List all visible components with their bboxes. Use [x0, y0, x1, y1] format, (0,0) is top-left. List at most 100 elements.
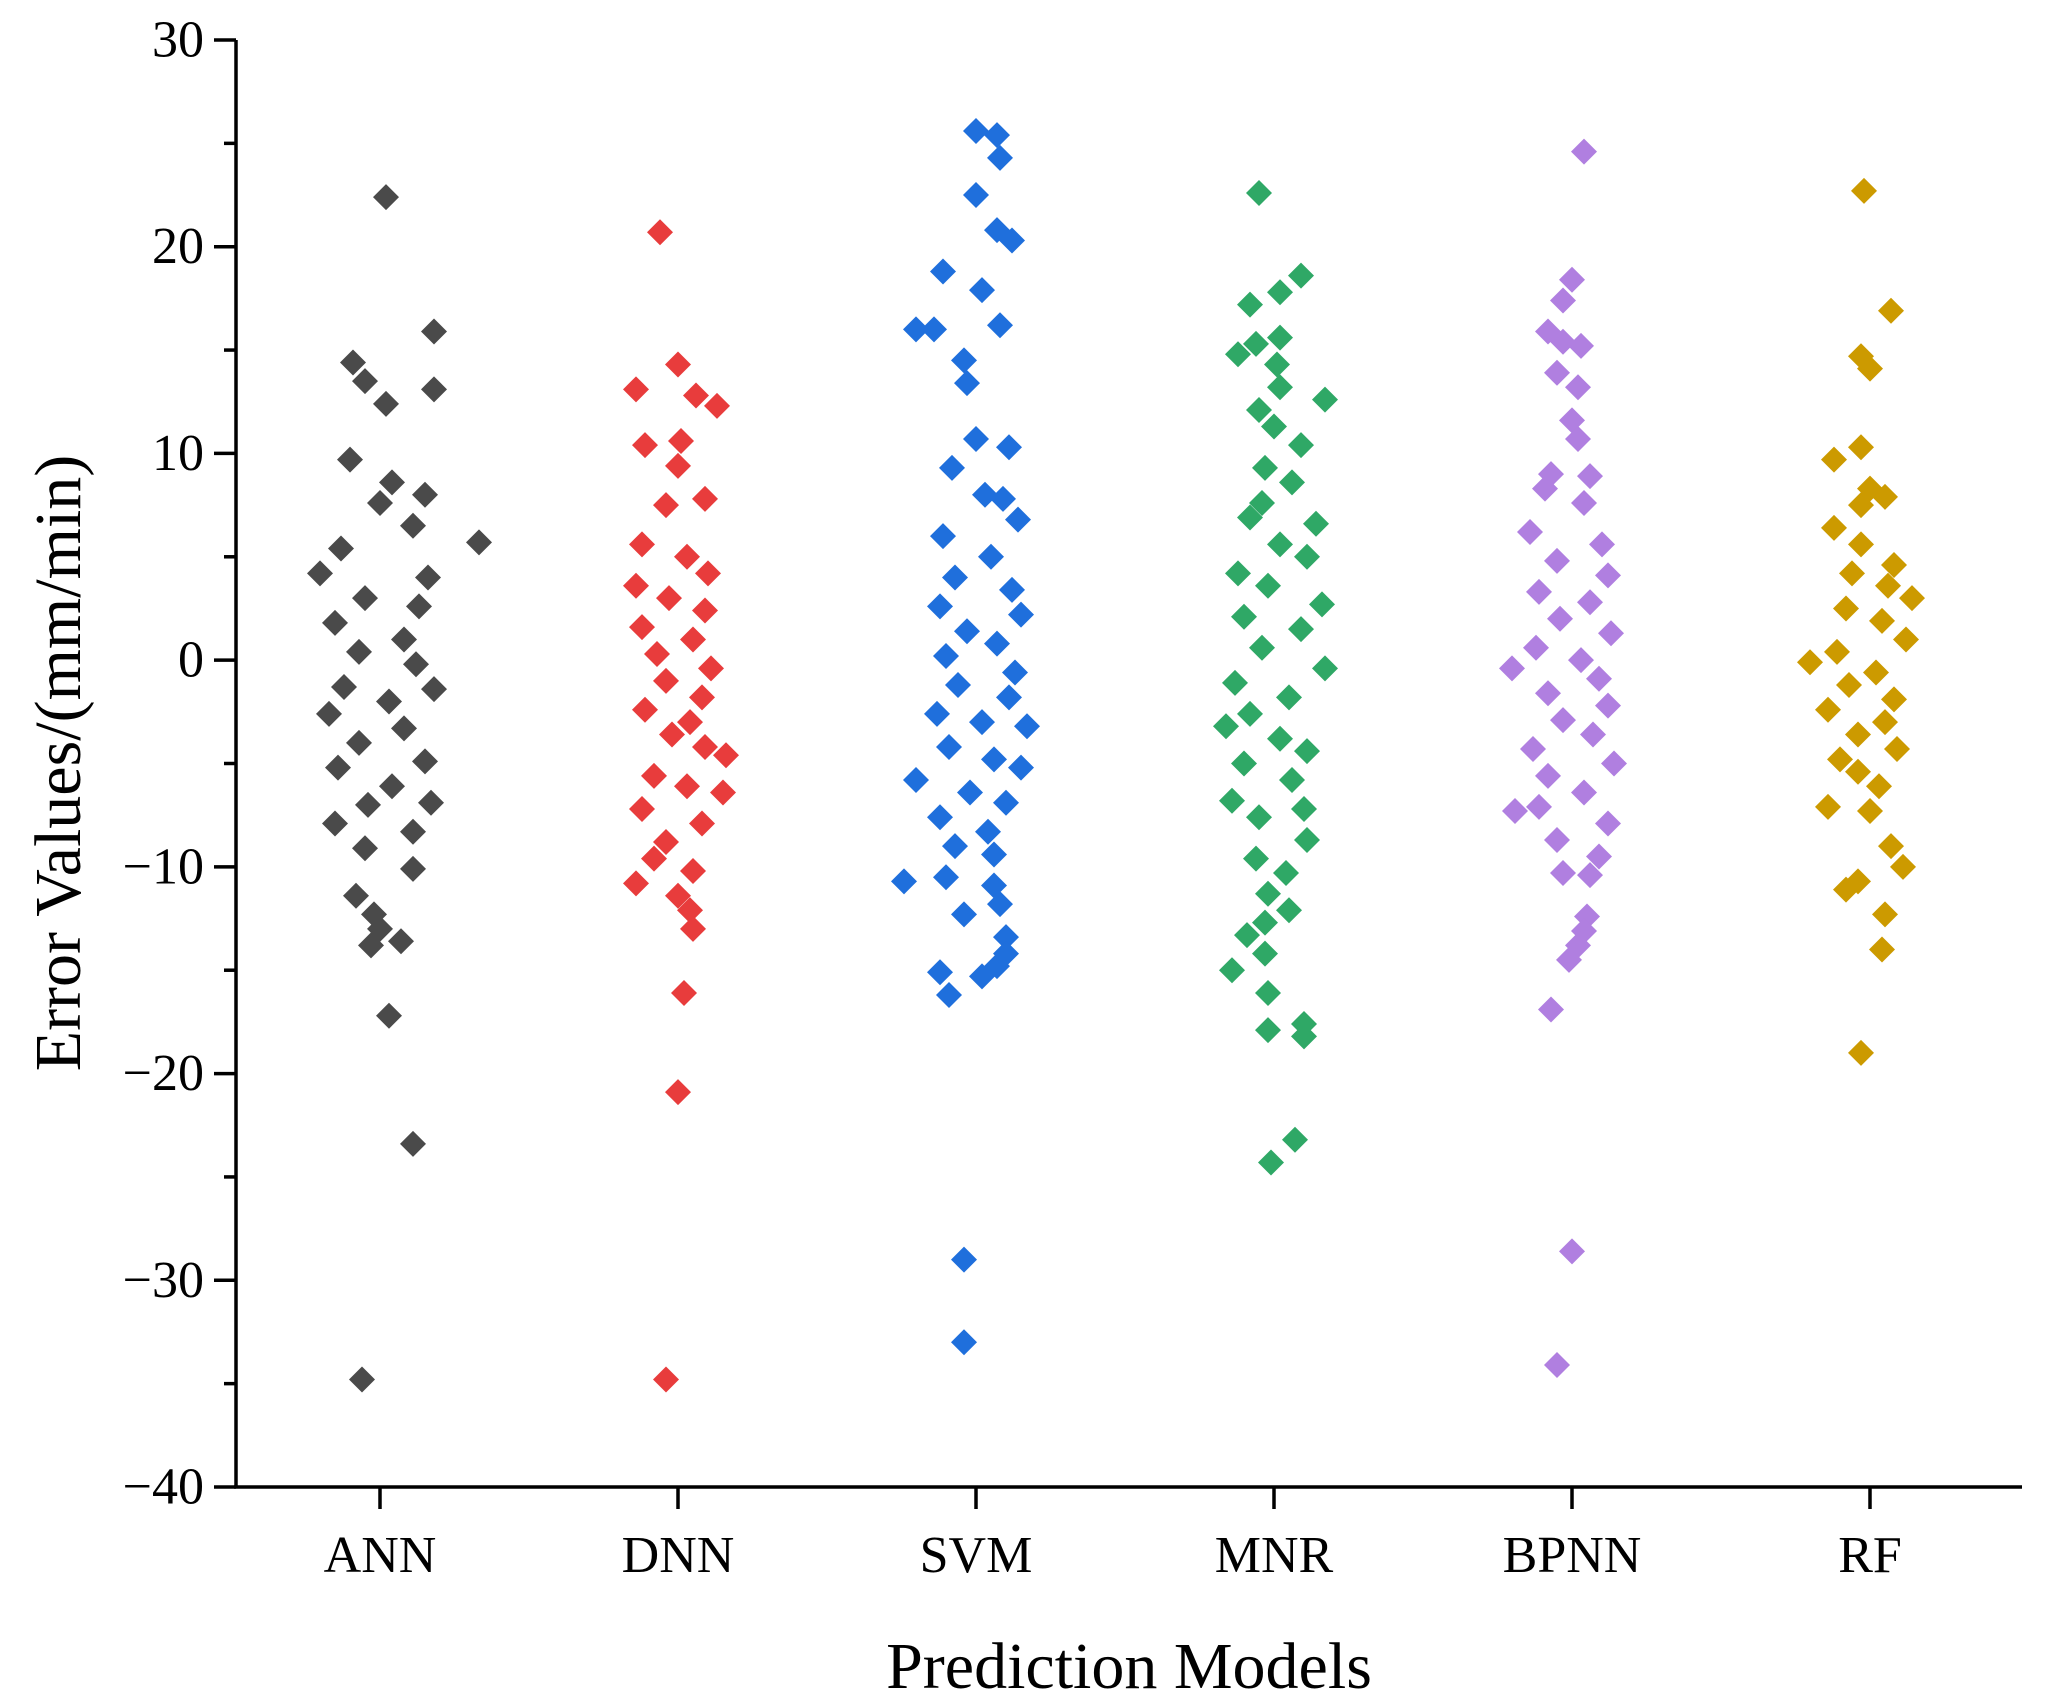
data-point	[644, 640, 670, 667]
series-ann	[307, 184, 492, 1393]
data-point	[1565, 425, 1591, 452]
data-point	[692, 733, 718, 760]
data-point	[951, 901, 977, 928]
data-point	[951, 347, 977, 374]
data-point	[1291, 1023, 1317, 1050]
data-point	[1267, 279, 1293, 306]
series-dnn	[623, 219, 739, 1393]
data-point	[1252, 909, 1278, 936]
data-point	[1288, 262, 1314, 289]
data-point	[1839, 560, 1865, 587]
data-point	[698, 655, 724, 682]
data-point	[1589, 531, 1615, 558]
data-point	[391, 626, 417, 653]
data-point	[379, 469, 405, 496]
data-point	[1288, 432, 1314, 459]
x-tick-label: RF	[1838, 1527, 1902, 1584]
data-point	[939, 454, 965, 481]
data-point	[683, 382, 709, 409]
data-point	[689, 684, 715, 711]
data-point	[1827, 746, 1853, 773]
data-point	[656, 585, 682, 612]
data-point	[665, 882, 691, 909]
data-point	[1246, 804, 1272, 831]
data-point	[1836, 671, 1862, 698]
data-point	[999, 227, 1025, 254]
data-point	[1219, 787, 1245, 814]
data-point	[984, 122, 1010, 149]
data-point	[400, 1130, 426, 1157]
data-point	[421, 376, 447, 403]
data-point	[1261, 413, 1287, 440]
data-point	[665, 351, 691, 378]
y-tick-label: 10	[152, 425, 204, 482]
data-point	[1246, 397, 1272, 424]
data-point	[322, 810, 348, 837]
data-point	[1252, 454, 1278, 481]
data-point	[1550, 707, 1576, 734]
y-tick-label: 20	[152, 218, 204, 275]
data-point	[307, 560, 333, 587]
series-svm	[891, 117, 1040, 1356]
data-point	[1249, 490, 1275, 517]
data-point	[903, 767, 929, 794]
data-point	[1857, 798, 1883, 825]
data-point	[1848, 434, 1874, 461]
data-point	[1532, 475, 1558, 502]
data-point	[400, 512, 426, 539]
data-point	[987, 312, 1013, 339]
x-tick-label: MNR	[1215, 1527, 1334, 1584]
data-point	[903, 316, 929, 343]
data-point	[623, 870, 649, 897]
data-point	[933, 864, 959, 891]
data-point	[400, 818, 426, 845]
data-point	[1881, 552, 1907, 579]
data-point	[981, 746, 1007, 773]
data-point	[1237, 504, 1263, 531]
data-point	[993, 789, 1019, 816]
data-point	[1568, 647, 1594, 674]
data-point	[1294, 738, 1320, 765]
data-point	[1601, 750, 1627, 777]
data-point	[1878, 833, 1904, 860]
data-point	[355, 791, 381, 818]
data-point	[1565, 374, 1591, 401]
data-point	[1267, 531, 1293, 558]
data-point	[1526, 793, 1552, 820]
data-point	[352, 585, 378, 612]
data-point	[1815, 793, 1841, 820]
data-point	[1276, 684, 1302, 711]
data-point	[331, 674, 357, 701]
y-tick-label: 30	[152, 12, 204, 69]
data-point	[352, 368, 378, 395]
data-point	[1577, 862, 1603, 889]
data-point	[924, 700, 950, 727]
data-point	[1821, 514, 1847, 541]
data-point	[680, 915, 706, 942]
y-tick-label: −20	[123, 1045, 204, 1102]
data-point	[623, 572, 649, 599]
data-point	[1833, 876, 1859, 903]
data-point	[692, 485, 718, 512]
data-point	[1243, 845, 1269, 872]
data-point	[665, 1079, 691, 1106]
data-point	[406, 593, 432, 620]
data-point	[954, 618, 980, 645]
data-point	[1845, 758, 1871, 785]
data-point	[1833, 595, 1859, 622]
data-point	[412, 481, 438, 508]
data-point	[1535, 680, 1561, 707]
data-point	[987, 891, 1013, 918]
data-point	[927, 804, 953, 831]
data-point	[1526, 578, 1552, 605]
data-point	[1848, 492, 1874, 519]
data-point	[1815, 696, 1841, 723]
data-point	[1595, 692, 1621, 719]
data-point	[993, 924, 1019, 951]
data-point	[689, 810, 715, 837]
data-point	[367, 490, 393, 517]
data-point	[668, 428, 694, 455]
data-point	[1523, 634, 1549, 661]
data-point	[421, 676, 447, 703]
data-point	[665, 452, 691, 479]
